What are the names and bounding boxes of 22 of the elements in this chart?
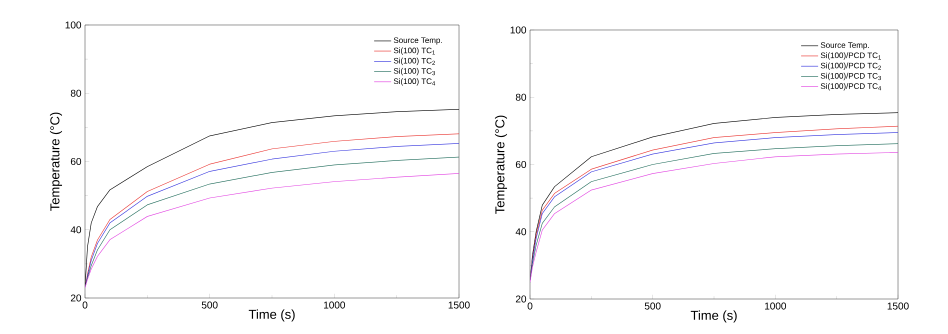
- y-tick-label: 20: [516, 295, 526, 303]
- x-tick-label: 1500: [888, 302, 909, 310]
- y-tick-label: 80: [70, 90, 82, 97]
- y-axis-title: Temperature (°C): [494, 116, 508, 214]
- y-tick-label: 60: [70, 158, 82, 166]
- x-tick-label: 0: [528, 302, 532, 310]
- y-tick-label: 100: [66, 21, 82, 29]
- x-tick-label: 500: [644, 302, 661, 310]
- y-tick-label: 20: [70, 294, 82, 302]
- y-axis-title: Temperature (°C): [50, 112, 62, 211]
- x-tick-label: 1000: [765, 302, 786, 310]
- y-tick-label: 80: [516, 94, 526, 101]
- y-tick-label: 40: [516, 228, 526, 236]
- x-tick-label: 0: [82, 302, 88, 309]
- x-tick-label: 500: [202, 302, 218, 309]
- x-tick-label: 1500: [448, 302, 470, 309]
- x-tick-label: 1000: [324, 302, 346, 309]
- x-axis-title: Time (s): [690, 310, 737, 322]
- y-tick-label: 100: [510, 26, 526, 34]
- y-tick-label: 40: [70, 226, 82, 234]
- y-tick-label: 60: [516, 160, 526, 168]
- x-axis-title: Time (s): [248, 309, 295, 322]
